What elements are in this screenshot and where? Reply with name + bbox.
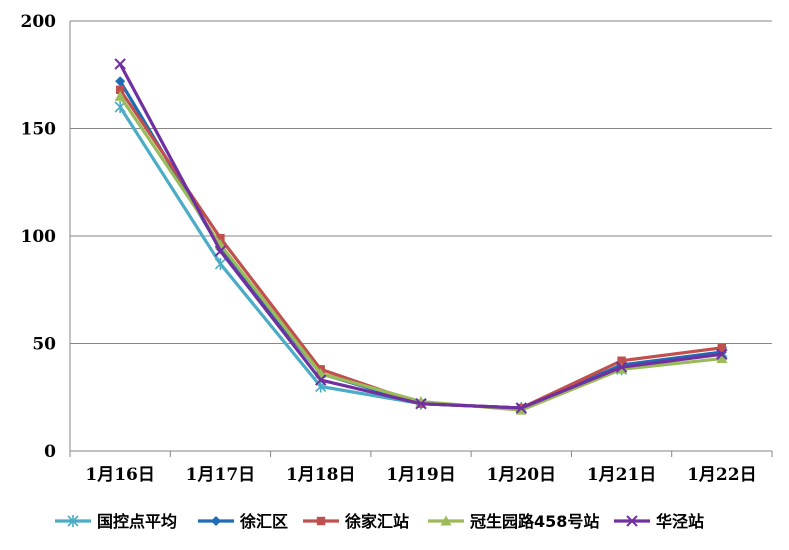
- data-point: [717, 343, 727, 352]
- x-tick-label: 1月22日: [687, 465, 757, 485]
- y-tick-label: 100: [21, 227, 57, 247]
- x-tick-label: 1月20日: [487, 465, 557, 485]
- data-point: [114, 58, 126, 70]
- series-5: [114, 58, 728, 414]
- x-tick-label: 1月18日: [286, 465, 356, 485]
- series: [114, 58, 728, 415]
- data-point: [114, 90, 126, 101]
- marker-stroke: [716, 348, 728, 360]
- y-tick-label: 150: [21, 120, 57, 140]
- legend-marker: [67, 515, 79, 527]
- legend-label: 徐汇区: [239, 512, 288, 531]
- legend-item: 徐家汇站: [303, 512, 409, 531]
- x-tick-labels: 1月16日 1月17日 1月18日 1月19日 1月20日 1月21日 1月22日: [85, 465, 756, 485]
- legend-label: 徐家汇站: [344, 512, 409, 531]
- marker-stroke: [626, 515, 638, 527]
- grid-lines: [70, 20, 772, 344]
- legend-item: 华泾站: [614, 512, 704, 531]
- data-point: [716, 348, 728, 360]
- axes: [69, 21, 773, 457]
- legend: 国控点平均 徐汇区 徐家汇站 冠生园路458号站 华泾站: [55, 512, 704, 531]
- data-point: [315, 374, 327, 386]
- legend-item: 徐汇区: [198, 512, 288, 531]
- data-point: [617, 356, 626, 365]
- x-tick-label: 1月17日: [186, 465, 256, 485]
- legend-label: 国控点平均: [97, 512, 177, 531]
- y-tick-label: 200: [21, 12, 57, 32]
- data-point: [615, 361, 628, 373]
- data-point: [415, 397, 427, 410]
- data-point: [115, 85, 125, 94]
- marker-stroke: [615, 361, 628, 373]
- x-tick-label: 1月19日: [386, 465, 456, 485]
- data-point: [216, 233, 225, 243]
- legend-item: 国控点平均: [55, 512, 177, 531]
- data-point: [214, 245, 227, 257]
- y-tick-label: 0: [44, 442, 56, 462]
- legend-marker: [440, 515, 452, 526]
- marker-stroke: [214, 245, 227, 257]
- marker-stroke: [114, 58, 126, 70]
- y-tick-labels: 0 50 100 150 200: [21, 12, 57, 462]
- y-tick-label: 50: [32, 335, 56, 355]
- marker-stroke: [415, 397, 427, 410]
- legend-item: 冠生园路458号站: [428, 512, 599, 531]
- data-point: [115, 76, 126, 87]
- x-tick-label: 1月16日: [85, 465, 155, 485]
- marker-stroke: [315, 374, 327, 386]
- data-point: [716, 353, 728, 364]
- legend-marker: [626, 515, 638, 527]
- data-point: [214, 257, 226, 270]
- x-tick-label: 1月21日: [587, 465, 657, 485]
- legend-marker: [211, 516, 221, 526]
- data-point: [515, 402, 527, 414]
- marker-stroke: [515, 402, 527, 414]
- legend-label: 冠生园路458号站: [470, 512, 599, 531]
- legend-label: 华泾站: [656, 512, 704, 531]
- legend-marker: [316, 516, 326, 526]
